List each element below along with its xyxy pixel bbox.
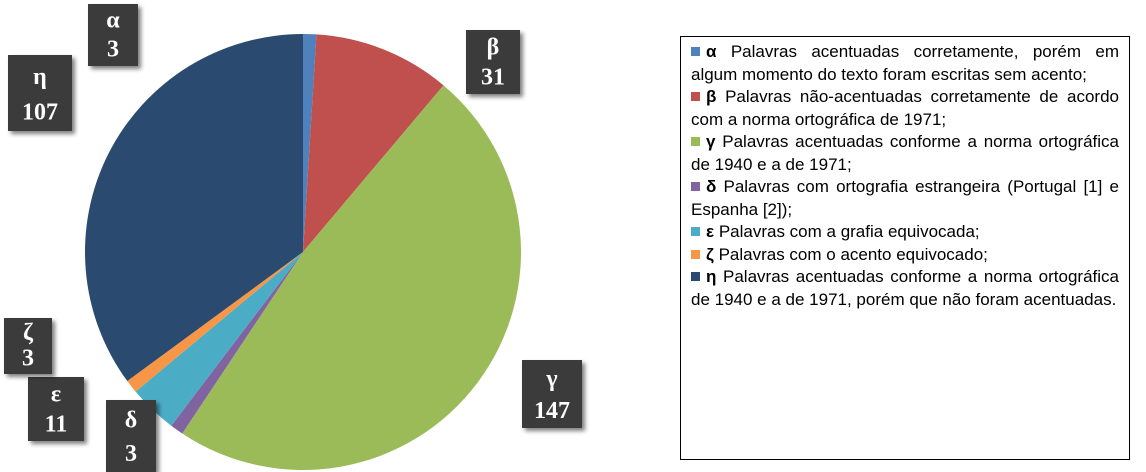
data-label-category: α [106,8,120,34]
data-label-value: 3 [125,441,137,467]
data-label-category: ε [51,381,61,407]
data-label-category: γ [545,366,557,392]
data-label-value: 11 [45,411,68,437]
pie-slice [182,85,521,470]
legend-entry: η Palavras acentuadas conforme a norma o… [691,266,1119,311]
legend-text: Palavras acentuadas conforme a norma ort… [691,132,1119,174]
data-label-value: 3 [107,37,119,63]
legend-swatch [691,272,700,281]
legend-entry: ε Palavras com a grafia equivocada; [691,221,1119,244]
legend-text: Palavras acentuadas conforme a norma ort… [691,267,1119,309]
pie-slice [85,34,303,382]
legend-swatch [691,249,700,259]
legend-text: Palavras com o acento equivocado; [718,244,988,264]
legend-letter: γ [706,132,716,151]
data-label-box [466,30,520,94]
legend-swatch [691,47,700,56]
legend-swatch [691,137,700,146]
legend-entry: ζ Palavras com o acento equivocado; [691,244,1119,267]
data-label-box [8,55,72,131]
pie-slice [303,34,444,252]
legend-letter: η [706,267,717,286]
pie-slice [127,252,303,392]
data-label-value: 31 [481,64,505,90]
data-label-value: 3 [22,346,34,372]
data-label-category: δ [125,407,137,433]
data-label-box [4,318,52,374]
legend-entry: α Palavras acentuadas corretamente, poré… [691,41,1119,86]
legend-swatch [691,92,700,101]
data-label-box [88,4,138,66]
pie-slice [303,34,317,252]
data-label-category: β [487,34,500,60]
legend-swatch [691,182,700,191]
legend-text: Palavras com ortografia estrangeira (Por… [691,177,1119,219]
pie-slice [171,252,303,434]
legend-letter: β [706,87,717,106]
data-label-box [106,400,156,472]
legend-text: Palavras não-acentuadas corretamente de … [691,87,1119,129]
legend-entry: δ Palavras com ortografia estrangeira (P… [691,176,1119,221]
legend-text: Palavras acentuadas corretamente, porém … [691,42,1119,84]
legend-text: Palavras com a grafia equivocada; [718,222,980,241]
legend-entry: β Palavras não-acentuadas corretamente d… [691,86,1119,131]
data-label-value: 147 [534,398,570,424]
data-label-box [522,360,582,428]
legend-letter: δ [706,177,717,196]
pie-slice [135,252,303,426]
legend: α Palavras acentuadas corretamente, poré… [680,36,1130,460]
data-label-box [28,377,84,441]
data-label-value: 107 [22,100,58,126]
data-label-category: η [33,64,47,90]
legend-letter: α [706,42,717,61]
data-label-category: ζ [23,319,34,345]
legend-swatch [691,227,700,236]
legend-letter: ζ [706,244,714,264]
legend-entry: γ Palavras acentuadas conforme a norma o… [691,131,1119,176]
legend-letter: ε [706,222,715,241]
